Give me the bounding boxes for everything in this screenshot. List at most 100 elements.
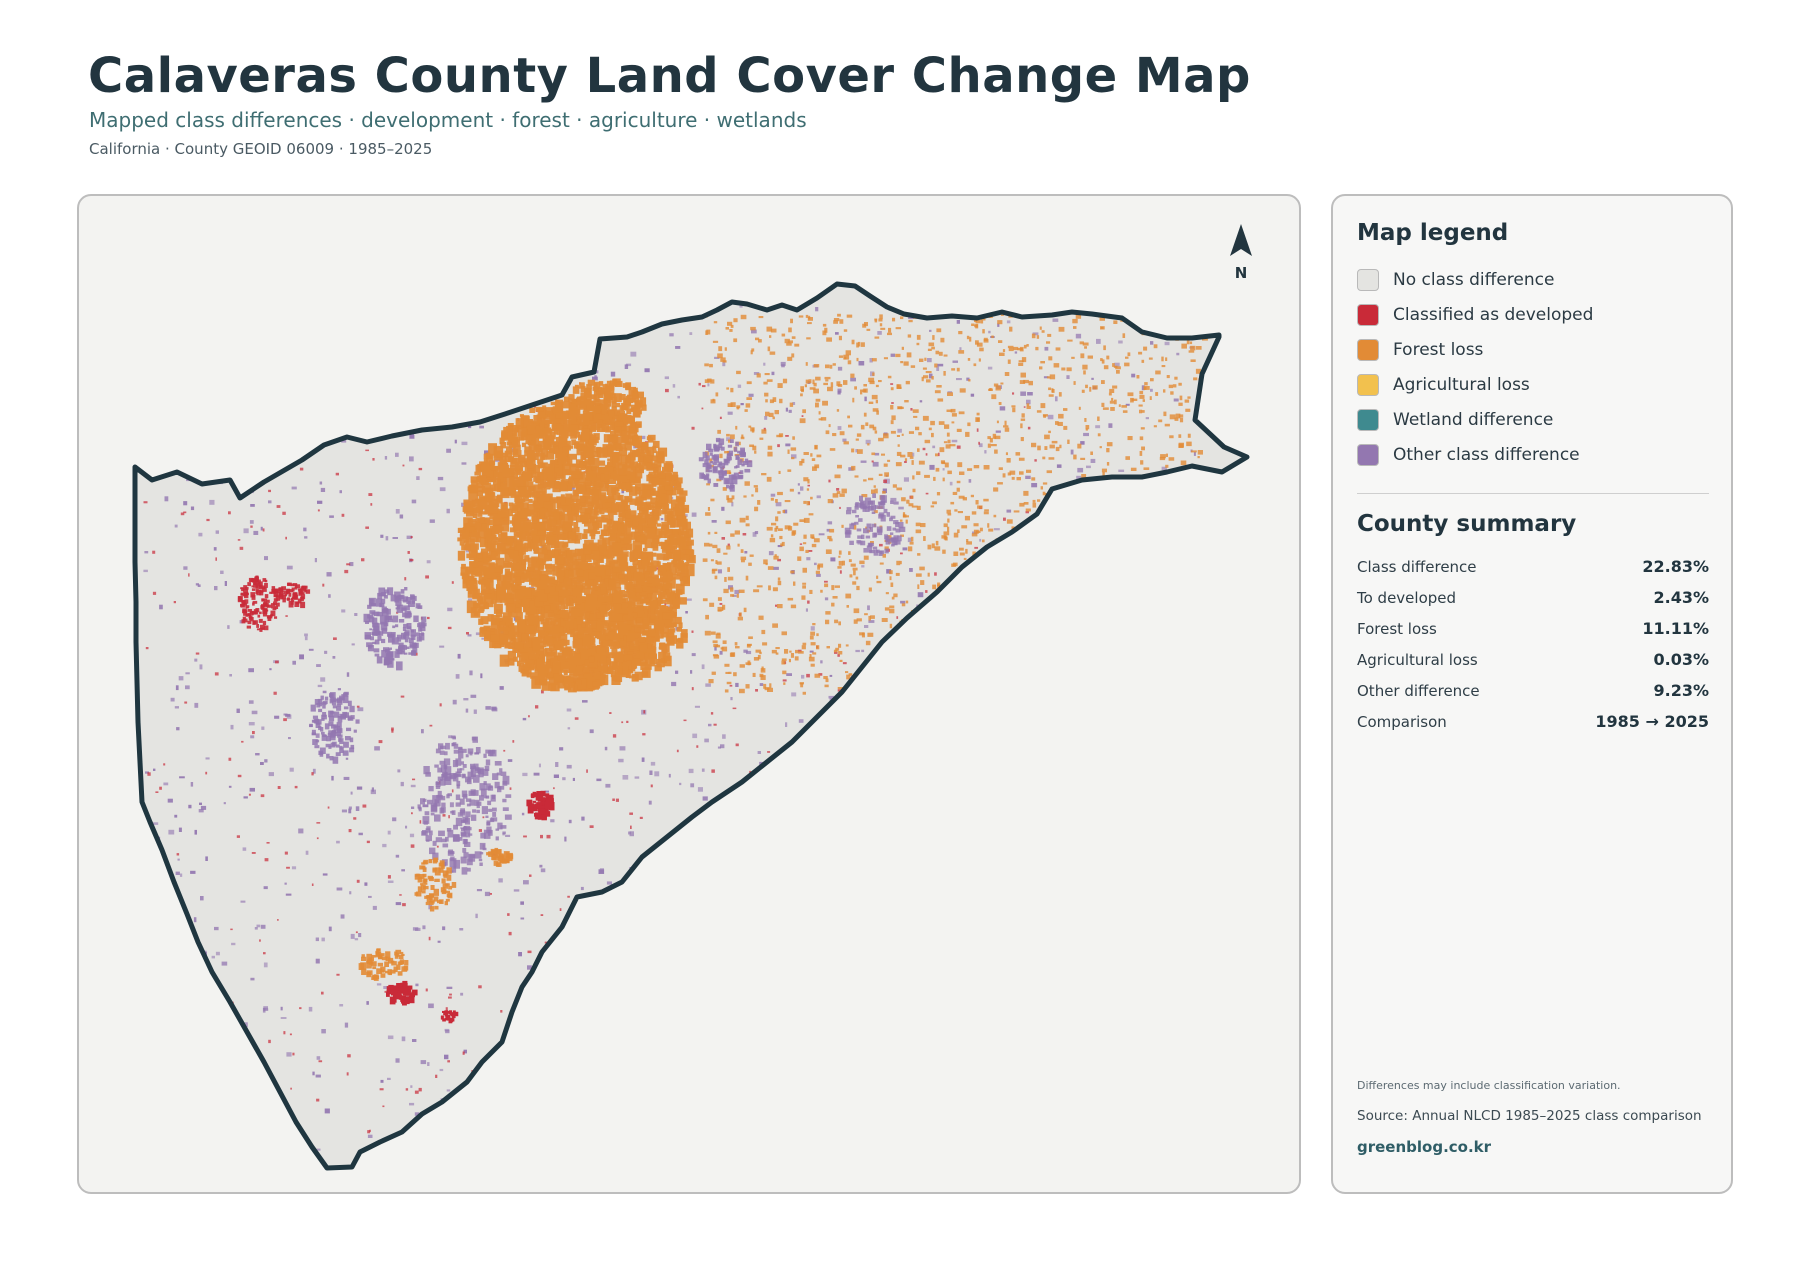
change-pixel bbox=[612, 798, 615, 801]
county-map[interactable] bbox=[79, 196, 1301, 1194]
change-pixel bbox=[994, 613, 999, 618]
change-pixel bbox=[890, 582, 894, 587]
change-pixel bbox=[725, 520, 731, 525]
change-pixel bbox=[1139, 394, 1145, 399]
change-pixel bbox=[717, 976, 720, 981]
change-pixel bbox=[972, 551, 976, 557]
change-pixel bbox=[775, 516, 779, 522]
change-pixel bbox=[1194, 1000, 1200, 1005]
change-pixel bbox=[731, 891, 737, 895]
change-pixel bbox=[429, 519, 435, 523]
change-pixel bbox=[687, 1095, 693, 1100]
change-pixel bbox=[1129, 541, 1133, 546]
change-pixel bbox=[1025, 651, 1030, 656]
change-pixel bbox=[798, 1129, 801, 1133]
change-pixel bbox=[1082, 490, 1088, 495]
change-pixel bbox=[993, 487, 999, 492]
change-pixel bbox=[1140, 756, 1144, 760]
change-pixel bbox=[1166, 600, 1170, 606]
change-pixel bbox=[1085, 1001, 1089, 1005]
change-pixel bbox=[640, 495, 647, 501]
change-pixel bbox=[699, 953, 703, 958]
change-pixel bbox=[626, 720, 629, 723]
change-pixel bbox=[485, 706, 491, 710]
change-pixel bbox=[713, 483, 719, 487]
change-pixel bbox=[1075, 510, 1080, 513]
change-pixel bbox=[583, 1072, 588, 1076]
change-pixel bbox=[1083, 1074, 1089, 1079]
change-pixel bbox=[634, 776, 640, 779]
change-pixel bbox=[610, 444, 618, 451]
change-pixel bbox=[599, 1020, 605, 1025]
change-pixel bbox=[1048, 457, 1055, 460]
change-pixel bbox=[974, 546, 978, 549]
change-pixel bbox=[376, 983, 382, 986]
change-pixel bbox=[574, 1095, 577, 1098]
change-pixel bbox=[425, 988, 428, 992]
change-pixel bbox=[446, 1089, 451, 1092]
change-pixel bbox=[942, 477, 945, 482]
change-pixel bbox=[518, 436, 525, 441]
change-pixel bbox=[870, 541, 874, 544]
change-pixel bbox=[1103, 534, 1108, 538]
change-pixel bbox=[410, 844, 415, 848]
change-pixel bbox=[730, 587, 734, 592]
change-pixel bbox=[961, 705, 968, 710]
change-pixel bbox=[891, 688, 896, 692]
change-pixel bbox=[705, 512, 711, 516]
change-pixel bbox=[1170, 560, 1173, 564]
change-pixel bbox=[1002, 556, 1005, 560]
change-pixel bbox=[1055, 509, 1061, 513]
change-pixel bbox=[940, 337, 945, 343]
change-pixel bbox=[480, 673, 483, 679]
change-pixel bbox=[927, 730, 930, 733]
change-pixel bbox=[1147, 489, 1153, 492]
change-pixel bbox=[1028, 657, 1033, 660]
change-pixel bbox=[299, 467, 304, 471]
change-pixel bbox=[983, 498, 989, 502]
change-pixel bbox=[900, 656, 904, 660]
change-pixel bbox=[950, 653, 957, 657]
change-pixel bbox=[1053, 632, 1057, 635]
change-pixel bbox=[722, 734, 726, 739]
change-pixel bbox=[1139, 390, 1144, 395]
map-panel[interactable] bbox=[77, 194, 1301, 1194]
change-pixel bbox=[836, 491, 841, 494]
change-pixel bbox=[919, 566, 925, 571]
change-pixel bbox=[856, 837, 861, 841]
change-pixel bbox=[650, 455, 658, 462]
change-pixel bbox=[268, 500, 272, 504]
change-pixel bbox=[959, 347, 962, 351]
change-pixel bbox=[759, 437, 764, 440]
change-pixel bbox=[947, 439, 951, 444]
change-pixel bbox=[909, 541, 914, 545]
change-pixel bbox=[1151, 882, 1157, 888]
change-pixel bbox=[283, 1031, 286, 1035]
change-pixel bbox=[936, 492, 941, 496]
change-pixel bbox=[469, 670, 473, 676]
change-pixel bbox=[949, 444, 956, 447]
change-pixel bbox=[212, 456, 216, 460]
change-pixel bbox=[779, 535, 783, 540]
change-pixel bbox=[1019, 471, 1024, 475]
change-pixel bbox=[1177, 579, 1183, 583]
change-pixel bbox=[659, 486, 668, 494]
change-pixel bbox=[683, 1009, 687, 1012]
change-pixel bbox=[1127, 688, 1132, 692]
change-pixel bbox=[787, 340, 793, 344]
change-pixel bbox=[899, 874, 905, 878]
change-pixel bbox=[570, 312, 574, 316]
change-pixel bbox=[293, 1140, 296, 1145]
change-pixel bbox=[1112, 363, 1115, 367]
change-pixel bbox=[147, 772, 151, 776]
change-pixel bbox=[656, 553, 666, 560]
change-pixel bbox=[956, 993, 962, 998]
change-pixel bbox=[249, 787, 255, 792]
change-pixel bbox=[749, 1054, 755, 1060]
change-pixel bbox=[520, 390, 523, 394]
change-pixel bbox=[409, 833, 415, 838]
change-pixel bbox=[943, 616, 949, 621]
change-pixel bbox=[516, 603, 522, 610]
change-pixel bbox=[1012, 583, 1016, 587]
change-pixel bbox=[1076, 818, 1083, 821]
